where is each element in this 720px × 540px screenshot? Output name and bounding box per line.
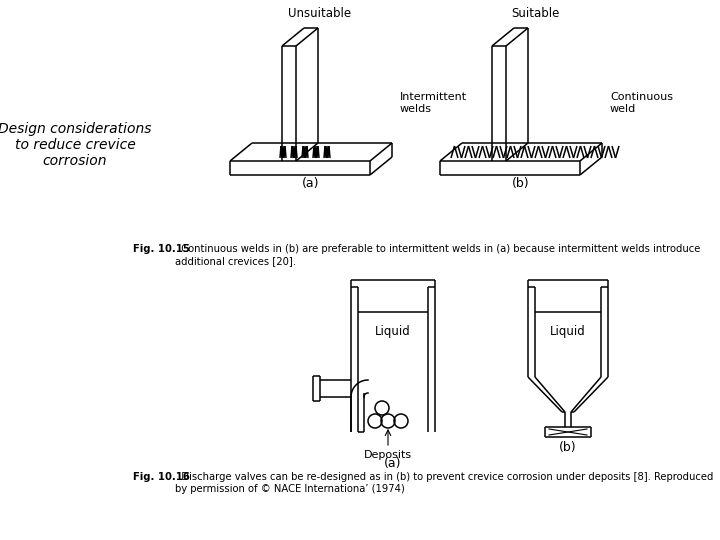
Text: (a): (a) (384, 457, 402, 470)
Text: Deposits: Deposits (364, 450, 412, 460)
Text: Liquid: Liquid (550, 326, 586, 339)
Text: Unsuitable: Unsuitable (289, 7, 351, 20)
Text: Suitable: Suitable (510, 7, 559, 20)
Text: Fig. 10.16: Fig. 10.16 (133, 472, 190, 482)
Text: (a): (a) (302, 177, 320, 190)
Text: Fig. 10.15: Fig. 10.15 (133, 244, 190, 254)
Text: Design considerations
to reduce crevice
corrosion: Design considerations to reduce crevice … (0, 122, 152, 168)
Text: Liquid: Liquid (375, 326, 411, 339)
Text: (b): (b) (559, 441, 577, 454)
Text: Intermittent
welds: Intermittent welds (400, 92, 467, 114)
Text: Continuous welds in (b) are preferable to intermittent welds in (a) because inte: Continuous welds in (b) are preferable t… (175, 244, 701, 266)
Text: Discharge valves can be re-designed as in (b) to prevent crevice corrosion under: Discharge valves can be re-designed as i… (175, 472, 714, 494)
Text: Continuous
weld: Continuous weld (610, 92, 673, 114)
Text: (b): (b) (512, 177, 530, 190)
